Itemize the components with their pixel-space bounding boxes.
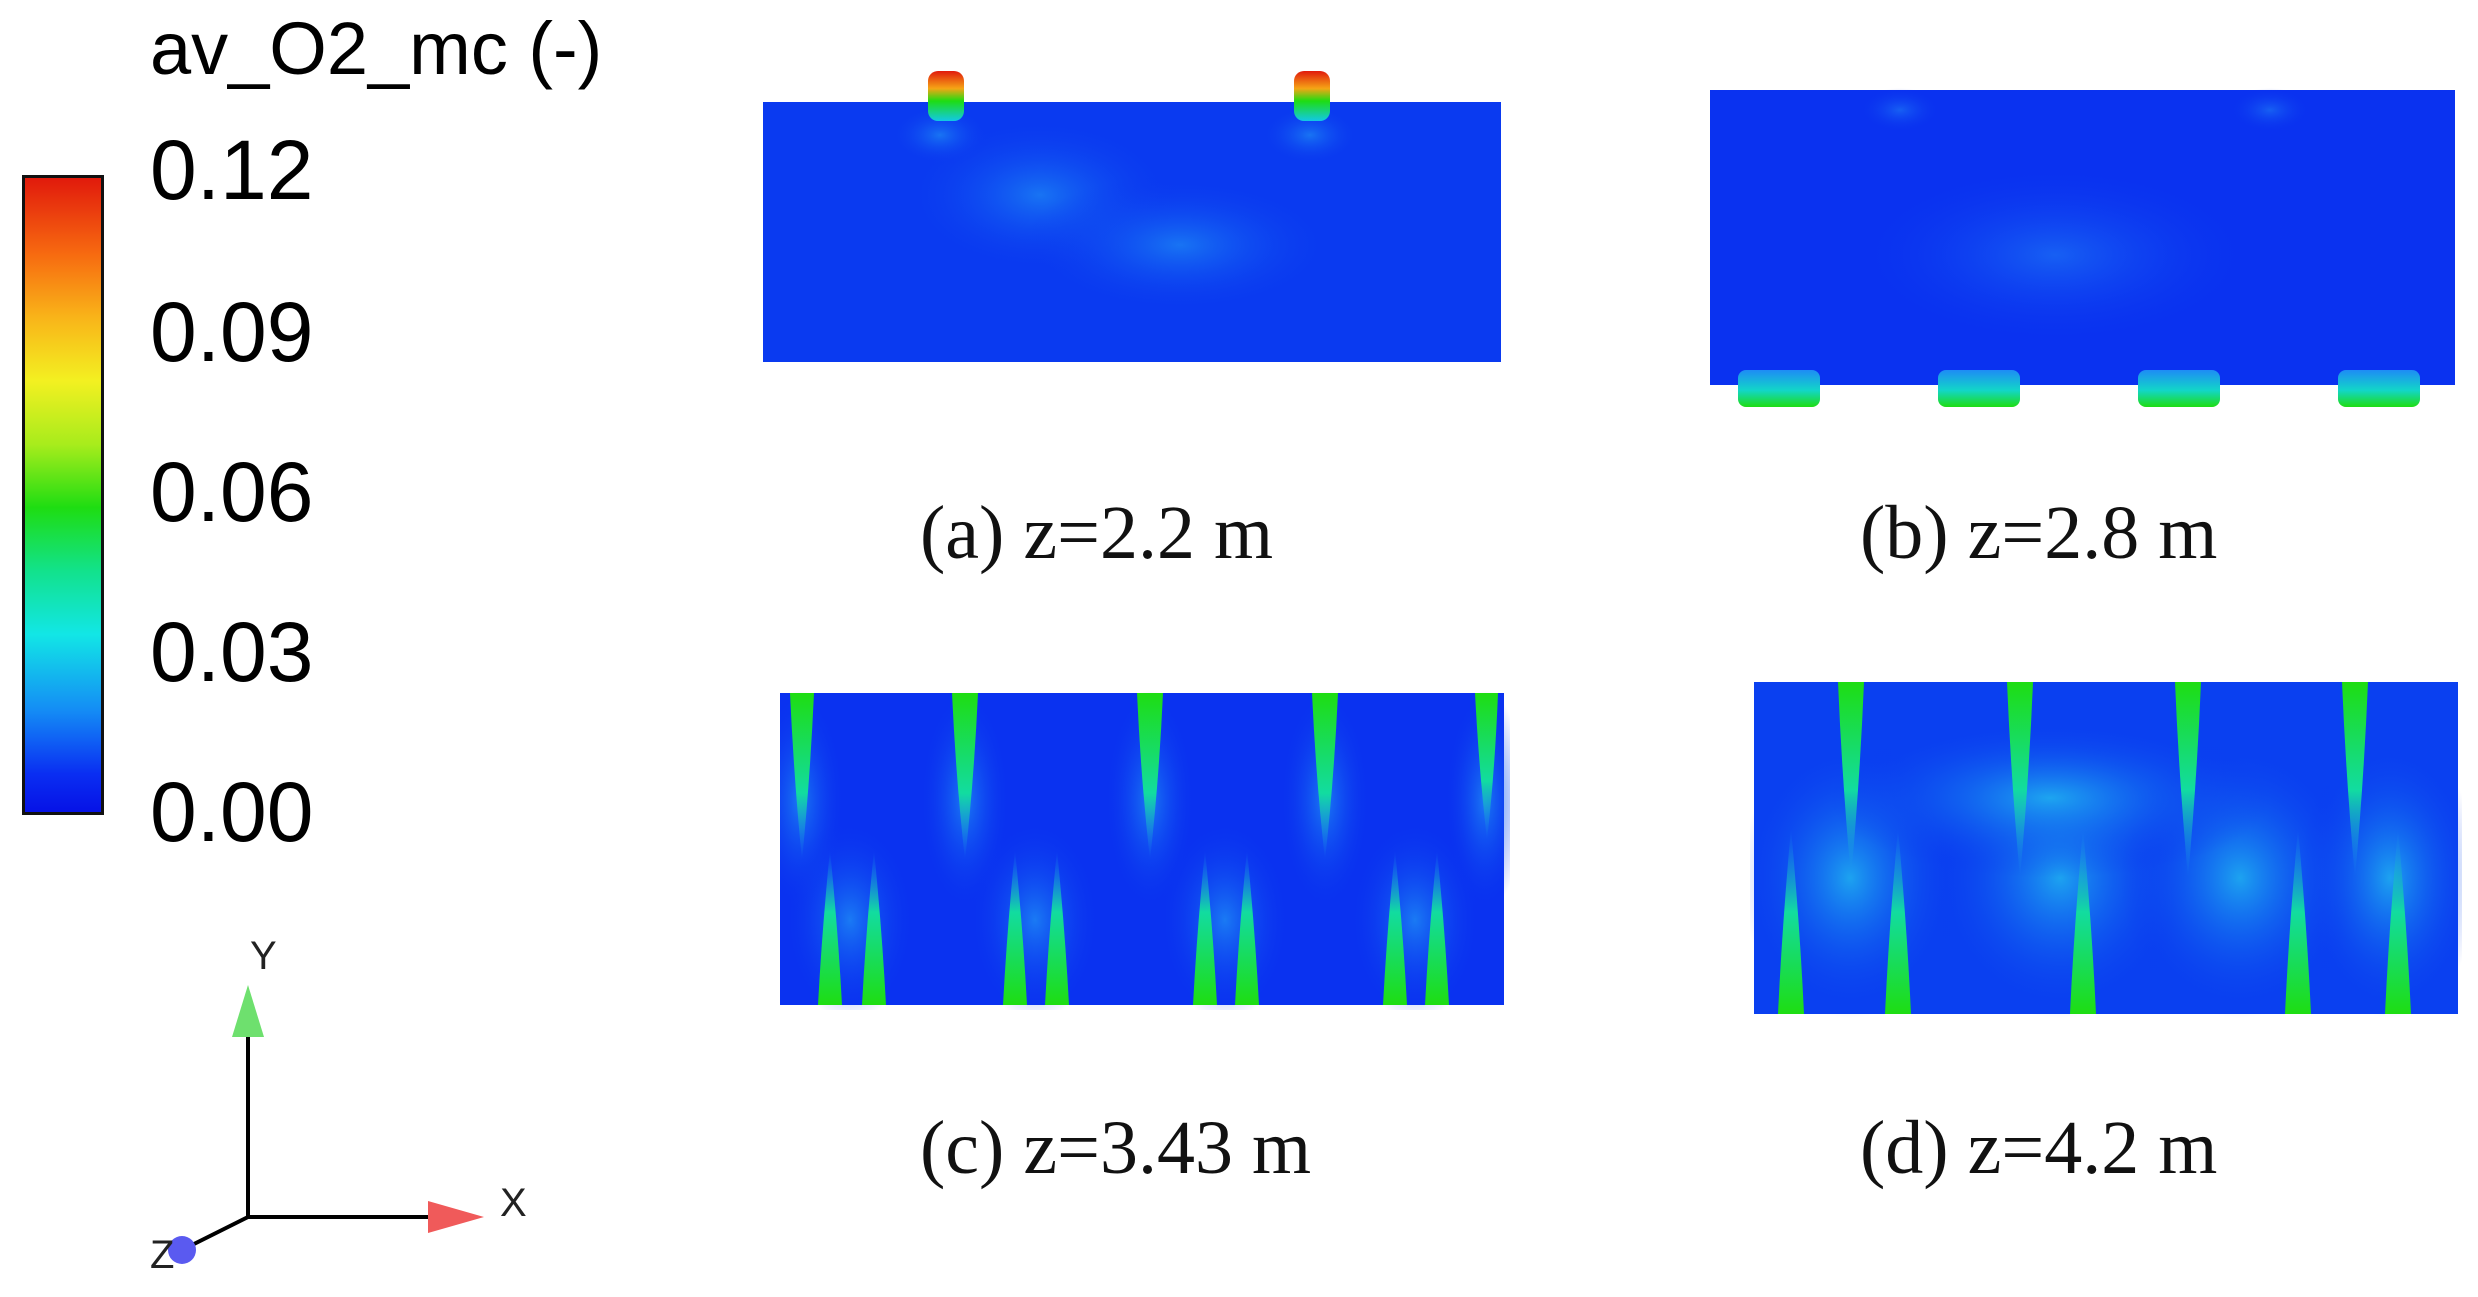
panel-d-caption: (d) z=4.2 m: [1860, 1106, 2218, 1190]
contour-panel-b: [1705, 85, 2465, 415]
legend-tick-3: 0.06: [150, 445, 314, 539]
panel-a-caption: (a) z=2.2 m: [920, 491, 1274, 575]
legend-title: av_O2_mc (-): [150, 7, 603, 90]
x-axis-label: X: [500, 1181, 527, 1225]
legend-tick-4: 0.03: [150, 605, 314, 699]
contour-panel-a: [760, 65, 1505, 370]
contour-panel-d: [1750, 678, 2462, 1018]
z-axis-label: Z: [150, 1233, 175, 1277]
legend-tick-max: 0.12: [150, 123, 314, 217]
contour-panel-c: [780, 690, 1510, 1010]
legend-tick-2: 0.09: [150, 285, 314, 379]
y-axis-label: Y: [250, 934, 277, 978]
color-scale-bar: [22, 175, 104, 815]
panel-b-caption: (b) z=2.8 m: [1860, 491, 2218, 575]
panel-c-caption: (c) z=3.43 m: [920, 1106, 1312, 1190]
coordinate-triad: [140, 975, 520, 1275]
legend-tick-min: 0.00: [150, 765, 314, 859]
